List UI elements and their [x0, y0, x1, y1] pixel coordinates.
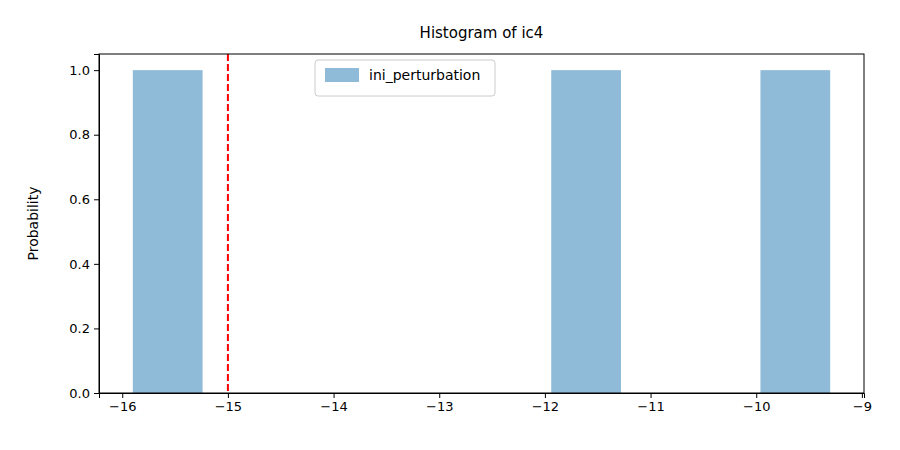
- x-tick-mark: [862, 393, 863, 398]
- y-tick-mark: [94, 393, 99, 394]
- x-tick-mark: [439, 393, 440, 398]
- legend: ini_perturbation: [315, 60, 495, 96]
- y-tick: 0.8: [69, 127, 99, 142]
- chart: Histogram of ic4 −16 −15 −14 −13 −12 −11 −10 −9 0…: [0, 0, 900, 450]
- y-tick: 1.0: [69, 63, 99, 78]
- y-tick-label: 1.0: [69, 63, 90, 78]
- x-tick: −12: [532, 393, 559, 414]
- x-tick: −10: [743, 393, 770, 414]
- x-tick: −14: [320, 393, 347, 414]
- x-tick-mark: [651, 393, 652, 398]
- histogram-bar: [133, 70, 203, 393]
- x-axis: −16 −15 −14 −13 −12 −11 −10 −9: [100, 393, 872, 414]
- x-tick: −15: [215, 393, 242, 414]
- y-tick: 0.6: [69, 192, 99, 207]
- y-tick-mark: [94, 264, 99, 265]
- histogram-series: [133, 70, 830, 393]
- histogram-bar: [551, 70, 621, 393]
- y-axis: 0.0 0.2 0.4 0.6 0.8 1.0: [69, 55, 99, 401]
- x-tick-label: −14: [320, 399, 347, 414]
- histogram-bar: [760, 70, 830, 393]
- plot-frame: [99, 54, 864, 393]
- y-tick-mark: [94, 328, 99, 329]
- legend-swatch: [325, 68, 359, 82]
- x-tick: −11: [637, 393, 664, 414]
- x-tick-mark: [122, 393, 123, 398]
- x-tick-mark: [545, 393, 546, 398]
- x-tick: −16: [109, 393, 136, 414]
- y-tick-mark: [94, 70, 99, 71]
- x-tick-label: −11: [637, 399, 664, 414]
- reference-line: [227, 54, 229, 393]
- x-tick: −13: [426, 393, 453, 414]
- legend-box: [315, 60, 495, 96]
- y-tick-label: 0.0: [69, 386, 90, 401]
- x-tick-label: −15: [215, 399, 242, 414]
- y-tick: 0.0: [69, 386, 99, 401]
- y-axis-title: Probability: [25, 186, 41, 260]
- x-tick-label: −12: [532, 399, 559, 414]
- y-tick-label: 0.4: [69, 257, 90, 272]
- y-tick-mark: [94, 135, 99, 136]
- y-tick: 0.2: [69, 321, 99, 336]
- x-tick-mark: [228, 393, 229, 398]
- x-tick-mark: [756, 393, 757, 398]
- legend-label: ini_perturbation: [369, 67, 480, 83]
- y-tick-label: 0.8: [69, 127, 90, 142]
- x-tick-label: −16: [109, 399, 136, 414]
- x-tick: −9: [853, 393, 872, 414]
- y-tick-label: 0.6: [69, 192, 90, 207]
- y-tick-label: 0.2: [69, 321, 90, 336]
- title: Histogram of ic4: [420, 24, 544, 42]
- x-tick-label: −9: [853, 399, 872, 414]
- plot-area: [133, 54, 830, 393]
- x-tick-label: −10: [743, 399, 770, 414]
- x-tick-mark: [334, 393, 335, 398]
- y-tick: 0.4: [69, 257, 99, 272]
- y-tick-mark: [94, 199, 99, 200]
- x-tick-label: −13: [426, 399, 453, 414]
- x-axis-line: [100, 394, 865, 399]
